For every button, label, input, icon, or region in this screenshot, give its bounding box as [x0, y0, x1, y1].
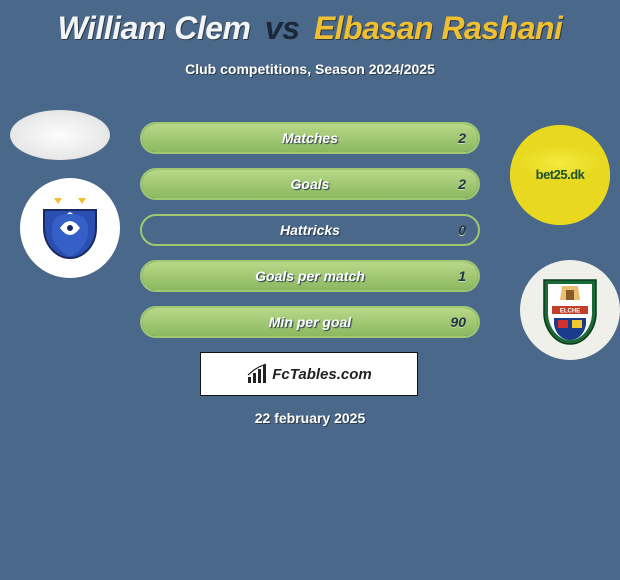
brand-badge: FcTables.com — [200, 352, 418, 396]
crest-right-label: ELCHE — [560, 309, 580, 315]
player2-shirt-sponsor: bet25.dk — [510, 167, 610, 182]
stat-value-right: 0 — [458, 222, 466, 238]
stat-row: Goals2 — [140, 168, 480, 200]
brand-text: FcTables.com — [272, 366, 371, 383]
player1-name: William Clem — [58, 10, 251, 46]
stat-row: Matches2 — [140, 122, 480, 154]
stat-value-right: 2 — [458, 176, 466, 192]
player1-club-crest — [20, 178, 120, 278]
stat-row: Hattricks0 — [140, 214, 480, 246]
stat-value-right: 90 — [450, 314, 466, 330]
subtitle: Club competitions, Season 2024/2025 — [0, 61, 620, 77]
comparison-title: William Clem vs Elbasan Rashani — [0, 0, 620, 47]
elche-crest-icon: ELCHE — [532, 272, 608, 348]
date-label: 22 february 2025 — [0, 410, 620, 426]
vs-label: vs — [265, 10, 300, 46]
player2-name: Elbasan Rashani — [314, 10, 563, 46]
stat-label: Goals — [142, 176, 478, 192]
fck-crest-icon — [34, 192, 106, 264]
stat-row: Min per goal90 — [140, 306, 480, 338]
player2-photo: bet25.dk — [510, 125, 610, 225]
stat-value-right: 1 — [458, 268, 466, 284]
stat-value-right: 2 — [458, 130, 466, 146]
brand-chart-icon — [246, 363, 268, 385]
stat-label: Goals per match — [142, 268, 478, 284]
stat-label: Hattricks — [142, 222, 478, 238]
stat-label: Min per goal — [142, 314, 478, 330]
stat-row: Goals per match1 — [140, 260, 480, 292]
player1-photo — [10, 110, 110, 160]
stats-list: Matches2Goals2Hattricks0Goals per match1… — [140, 122, 480, 352]
player2-club-crest: ELCHE — [520, 260, 620, 360]
stat-label: Matches — [142, 130, 478, 146]
